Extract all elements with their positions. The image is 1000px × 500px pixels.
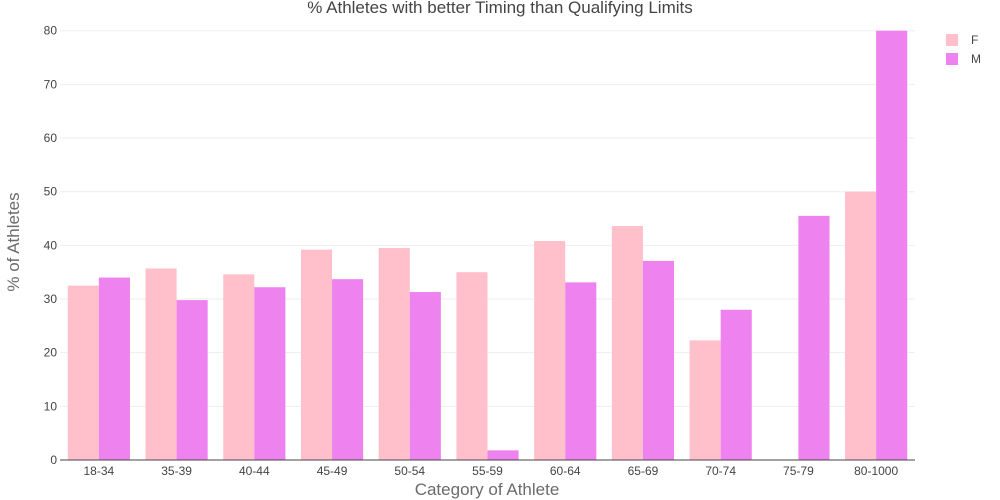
chart-title: % Athletes with better Timing than Quali… — [307, 0, 693, 17]
x-tick-label: 45-49 — [317, 464, 348, 478]
x-tick-label: 40-44 — [239, 464, 270, 478]
bar-m-75-79[interactable] — [798, 215, 830, 460]
y-tick-label: 10 — [44, 399, 58, 413]
bar-f-55-59[interactable] — [456, 272, 488, 460]
y-tick-label: 70 — [44, 77, 58, 91]
legend-label-m[interactable]: M — [971, 52, 981, 66]
bar-m-45-49[interactable] — [332, 279, 364, 460]
y-tick-label: 30 — [44, 292, 58, 306]
x-axis: 18-34 35-39 40-44 45-49 50-54 55-59 60-64 65-69… — [60, 459, 915, 478]
y-tick-label: 60 — [44, 131, 58, 145]
bar-m-80-1000[interactable] — [876, 30, 908, 460]
bar-f-45-49[interactable] — [300, 249, 333, 460]
y-tick-label: 50 — [44, 185, 58, 199]
bar-m-50-54[interactable] — [409, 292, 441, 460]
y-axis-title: % of Athletes — [4, 192, 23, 291]
y-axis: 0 10 20 30 40 50 60 70 80 — [44, 24, 58, 467]
x-tick-label: 50-54 — [394, 464, 425, 478]
y-tick-label: 20 — [44, 346, 58, 360]
bar-f-70-74[interactable] — [689, 340, 721, 460]
x-tick-label: 18-34 — [84, 464, 115, 478]
x-tick-label: 70-74 — [705, 464, 736, 478]
bars — [67, 30, 908, 460]
bar-m-18-34[interactable] — [98, 277, 130, 460]
x-tick-label: 65-69 — [628, 464, 659, 478]
bar-f-50-54[interactable] — [378, 248, 410, 460]
bar-f-60-64[interactable] — [534, 241, 566, 460]
bar-f-80-1000[interactable] — [845, 191, 877, 460]
bar-m-70-74[interactable] — [720, 309, 752, 460]
bar-m-40-44[interactable] — [254, 287, 286, 460]
bar-m-60-64[interactable] — [565, 282, 597, 460]
bar-m-35-39[interactable] — [176, 300, 208, 460]
bar-f-65-69[interactable] — [611, 226, 643, 460]
bar-f-40-44[interactable] — [223, 274, 255, 460]
legend-swatch-m[interactable] — [946, 53, 958, 65]
bar-f-18-34[interactable] — [67, 285, 99, 460]
y-tick-label: 40 — [44, 238, 58, 252]
x-tick-label: 75-79 — [783, 464, 814, 478]
legend: FM — [946, 33, 981, 66]
y-tick-label: 0 — [50, 453, 57, 467]
legend-label-f[interactable]: F — [971, 33, 978, 47]
bar-f-35-39[interactable] — [145, 268, 177, 460]
x-tick-label: 35-39 — [161, 464, 192, 478]
x-tick-label: 80-1000 — [854, 464, 898, 478]
x-axis-title: Category of Athlete — [415, 480, 560, 499]
y-tick-label: 80 — [44, 24, 58, 38]
legend-swatch-f[interactable] — [946, 34, 958, 46]
bar-m-65-69[interactable] — [642, 260, 675, 460]
bar-m-55-59[interactable] — [487, 450, 519, 460]
x-tick-label: 55-59 — [472, 464, 503, 478]
x-tick-label: 60-64 — [550, 464, 581, 478]
